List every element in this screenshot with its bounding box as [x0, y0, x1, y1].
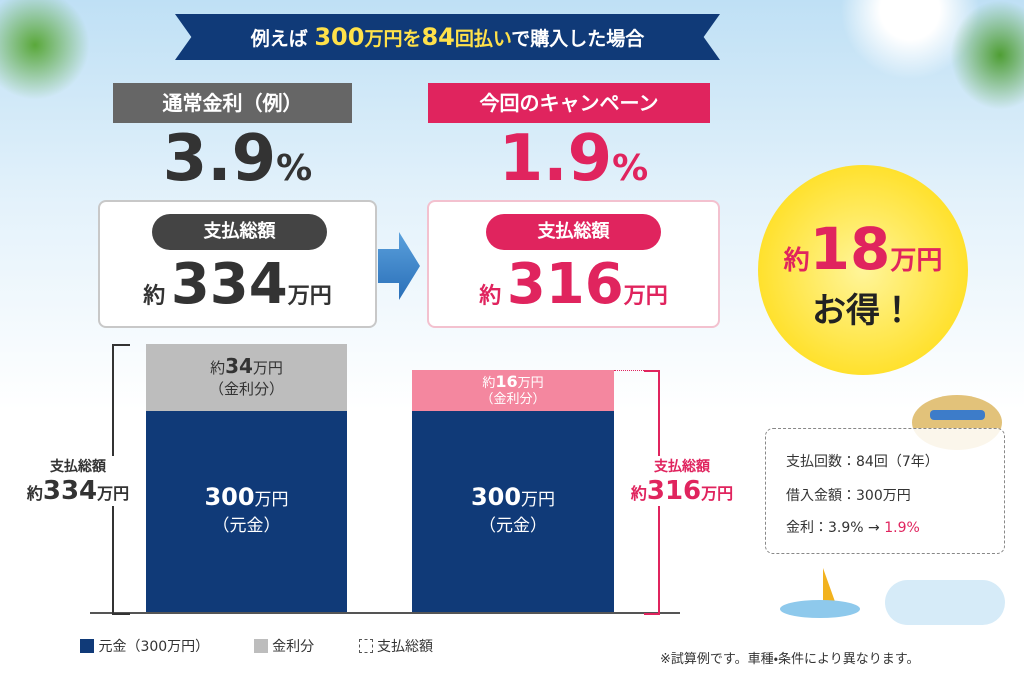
bar-label: 約34万円: [146, 354, 347, 378]
total-prefix: 約: [479, 284, 502, 309]
total-amount: 約 316万円: [429, 252, 718, 317]
total-value: 316: [506, 252, 624, 317]
bar-unit: 万円: [252, 359, 283, 377]
bracket-prefix: 約: [26, 484, 43, 503]
info-row: 金利：3.9% → 1.9%: [786, 517, 920, 537]
rate-value: 3.9: [162, 122, 277, 196]
info-row: 支払回数：84回（7年）: [786, 454, 939, 470]
legend-swatch: [358, 639, 373, 653]
info-from: 3.9%: [828, 520, 864, 536]
sea: [780, 600, 860, 618]
bracket-prefix: 約: [630, 484, 647, 503]
bar-unit: 万円: [254, 490, 289, 510]
bar-note: （金利分）: [208, 380, 284, 398]
campaign-label: 今回のキャンペーン: [428, 83, 710, 123]
banner-number: 300: [314, 23, 365, 51]
footnote: ※試算例です。車種・条件により異なります。: [660, 652, 920, 667]
rate-unit: %: [612, 148, 649, 189]
principal-bar: 300万円 （元金）: [412, 411, 614, 612]
bracket-unit: 万円: [97, 484, 130, 503]
bar-note: （元金）: [212, 516, 281, 536]
savings-value: 18: [809, 215, 891, 283]
total-unit: 万円: [623, 284, 668, 309]
bracket-label: 支払総額 約334万円: [18, 456, 138, 506]
arrow: [378, 232, 420, 300]
savings-amount: 約18万円: [758, 215, 968, 283]
banner-text: 回払い: [454, 28, 512, 50]
legend-label: 支払総額: [377, 639, 433, 655]
info-box: 支払回数：84回（7年） 借入金額：300万円 金利：3.9% → 1.9%: [765, 428, 1005, 554]
rate-value: 1.9: [498, 122, 613, 196]
savings-suffix: お得！: [812, 291, 914, 331]
banner-text: 例えば: [250, 28, 308, 50]
bracket-title: 支払総額: [654, 459, 710, 475]
banner-number: 84: [421, 23, 455, 51]
hat-band: [930, 410, 985, 420]
total-prefix: 約: [143, 284, 166, 309]
bar-unit: 万円: [521, 490, 556, 510]
savings-prefix: 約: [783, 246, 810, 276]
normal-label: 通常金利（例）: [113, 83, 352, 123]
savings-unit: 万円: [890, 246, 943, 276]
bar-label: 300万円: [412, 483, 614, 511]
campaign-rate: 1.9%: [427, 122, 720, 196]
bracket-amount: 約316万円: [622, 476, 742, 506]
total-label: 支払総額: [152, 214, 327, 250]
bracket-amount: 約334万円: [18, 476, 138, 506]
bracket-label: 支払総額 約316万円: [622, 456, 742, 506]
total-label: 支払総額: [486, 214, 661, 250]
bar-label: 300万円: [146, 483, 347, 511]
total-unit: 万円: [287, 284, 332, 309]
bracket-value: 316: [646, 476, 702, 506]
bar-label: 約16万円: [412, 374, 614, 392]
bracket-unit: 万円: [701, 484, 734, 503]
bar-value: 34: [225, 354, 253, 378]
dotted-guide: [614, 370, 654, 371]
normal-rate: 3.9%: [98, 122, 377, 196]
principal-bar: 300万円 （元金）: [146, 411, 347, 612]
info-arrow: →: [868, 520, 880, 536]
bar-value: 16: [495, 372, 518, 391]
leaves: [950, 0, 1024, 110]
interest-bar: 約16万円 （金利分）: [412, 370, 614, 411]
bar-prefix: 約: [482, 376, 496, 391]
banner-text: で購入した場合: [511, 28, 645, 50]
bar-note: （元金）: [479, 516, 547, 536]
banner-text: 万円を: [364, 28, 422, 50]
cloud: [885, 580, 1005, 625]
bracket-title: 支払総額: [50, 459, 106, 475]
banner: 例えば 300万円を84回払いで購入した場合: [175, 14, 720, 60]
legend-swatch: [80, 639, 94, 653]
bar-value: 300: [204, 483, 255, 511]
bar-value: 300: [470, 483, 522, 511]
bracket-value: 334: [42, 476, 98, 506]
baseline: [90, 612, 680, 614]
rate-unit: %: [276, 148, 313, 189]
bar-prefix: 約: [210, 359, 226, 377]
legend-label: 金利分: [272, 639, 315, 655]
legend: 元金（300万円） 金利分 支払総額: [80, 636, 433, 656]
normal-total-box: 支払総額 約 334万円: [98, 200, 377, 328]
total-value: 334: [170, 252, 288, 317]
legend-label: 元金（300万円）: [98, 639, 210, 655]
interest-bar: 約34万円 （金利分）: [146, 344, 347, 411]
legend-swatch: [253, 639, 268, 653]
campaign-total-box: 支払総額 約 316万円: [427, 200, 720, 328]
bar-note: （金利分）: [480, 392, 546, 407]
savings-badge: 約18万円 お得！: [758, 165, 968, 375]
total-amount: 約 334万円: [100, 252, 375, 317]
info-label: 金利：: [786, 520, 828, 536]
bar-unit: 万円: [517, 376, 544, 391]
info-to: 1.9%: [884, 520, 920, 536]
info-row: 借入金額：300万円: [786, 488, 911, 504]
leaves: [0, 0, 90, 100]
